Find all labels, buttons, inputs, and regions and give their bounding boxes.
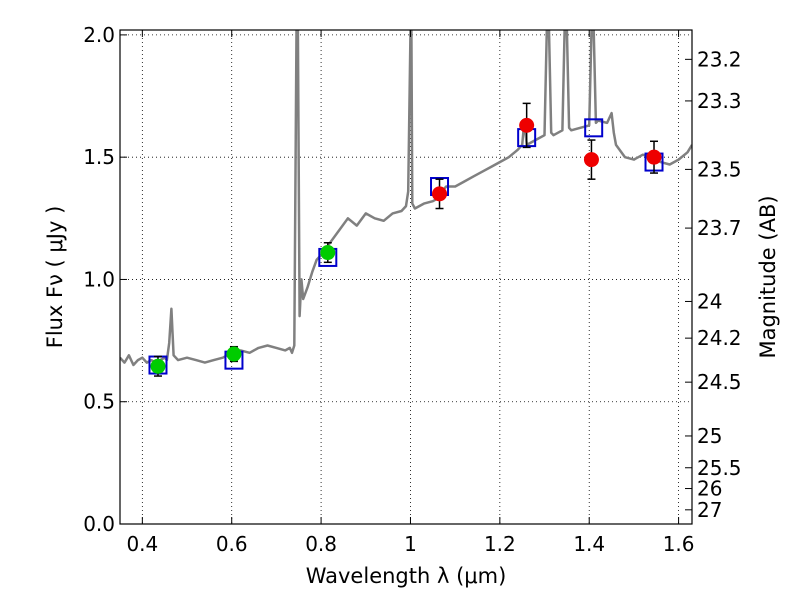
right-tick-label: 26 — [697, 477, 722, 501]
right-tick-label: 23.3 — [697, 89, 742, 113]
y-tick-label: 1.5 — [83, 145, 115, 169]
y-tick-label: 1.0 — [83, 267, 115, 291]
right-tick-label: 23.2 — [697, 47, 742, 71]
right-tick-label: 23.7 — [697, 216, 742, 240]
x-tick-label: 0.6 — [216, 532, 248, 556]
observed-point — [646, 149, 662, 165]
observed-point — [583, 152, 599, 168]
observed-point — [150, 358, 166, 374]
x-axis-label: Wavelength λ (μm) — [306, 564, 507, 588]
y-tick-label: 0.0 — [83, 512, 115, 536]
observed-point — [226, 346, 242, 362]
spectrum-line — [120, 30, 692, 367]
plot-layer — [120, 30, 692, 377]
x-tick-label: 0.4 — [126, 532, 158, 556]
right-tick-label: 23.5 — [697, 157, 742, 181]
x-tick-label: 1.6 — [663, 532, 695, 556]
observed-point — [320, 245, 336, 261]
x-tick-label: 1.4 — [573, 532, 605, 556]
right-tick-label: 24.5 — [697, 370, 742, 394]
right-axis-label: Magnitude (AB) — [756, 195, 780, 358]
right-tick-label: 25.5 — [697, 456, 742, 480]
model-photometry-square — [584, 118, 604, 138]
observed-point — [432, 186, 448, 202]
right-tick-label: 25 — [697, 424, 722, 448]
y-tick-label: 2.0 — [83, 23, 115, 47]
observed-point — [519, 117, 535, 133]
grid-layer — [120, 30, 692, 525]
y-axis-label: Flux Fν ( μJy ) — [43, 206, 67, 349]
y-tick-label: 0.5 — [83, 390, 115, 414]
right-tick-label: 24.2 — [697, 326, 742, 350]
axes-frame — [119, 29, 693, 525]
x-tick-label: 0.8 — [305, 532, 337, 556]
right-tick-label: 27 — [697, 498, 722, 522]
right-tick-label: 24 — [697, 289, 722, 313]
tick-layer: 0.4 0.6 0.8 1 1.2 1.4 1.6 0.0 0.5 1.0 1.5 2.0 23.2 23… — [83, 23, 741, 556]
x-tick-label: 1 — [404, 532, 417, 556]
x-tick-label: 1.2 — [484, 532, 516, 556]
